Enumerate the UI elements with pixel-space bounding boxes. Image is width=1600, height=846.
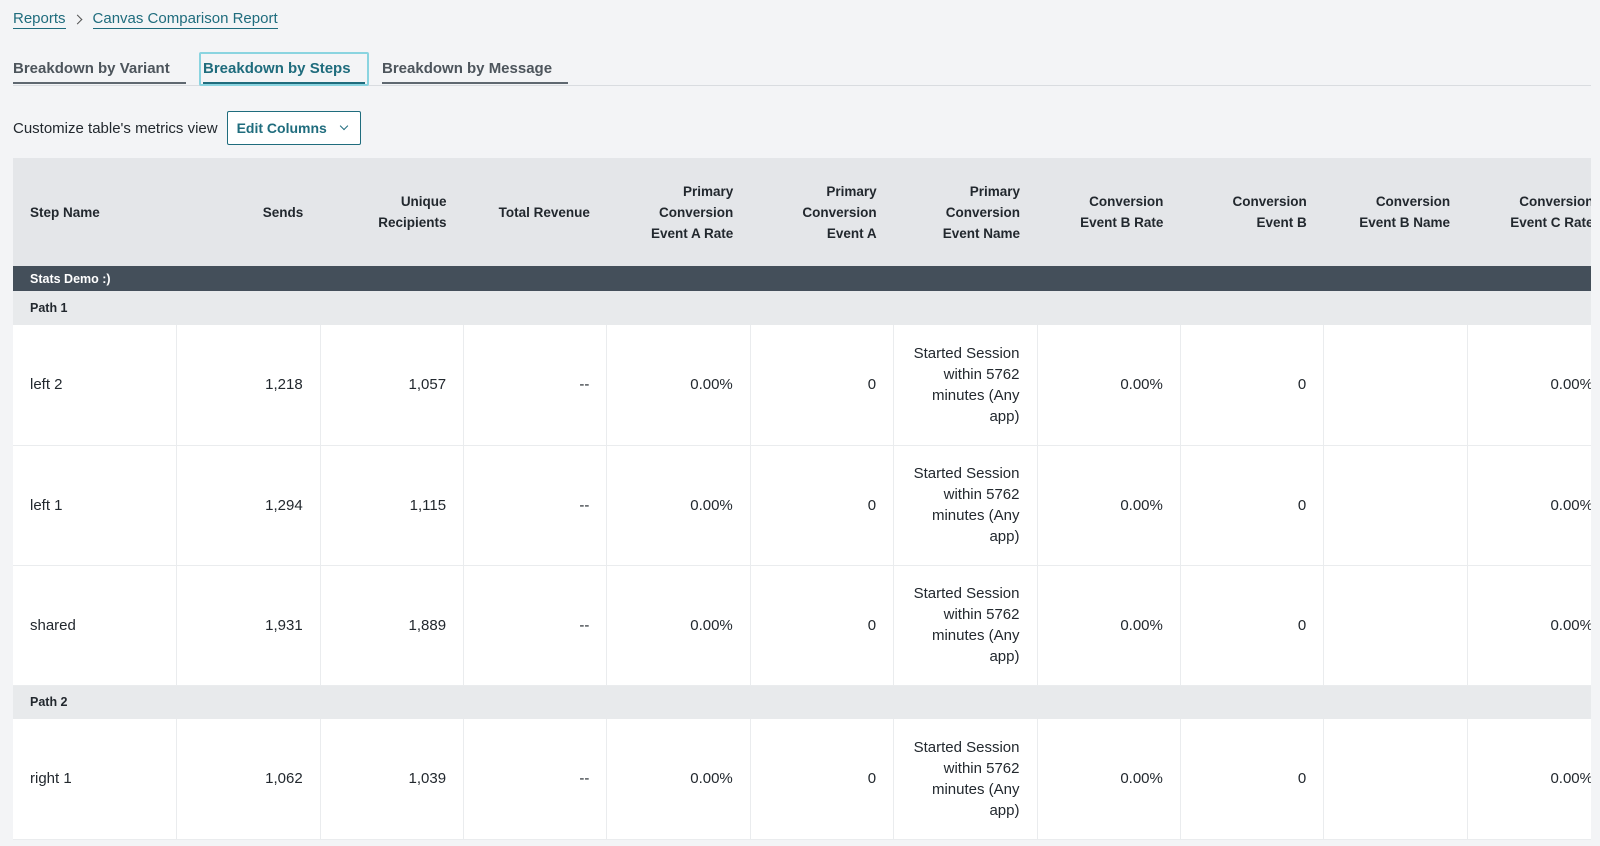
breadcrumb-reports-link[interactable]: Reports [13, 10, 66, 29]
table-cell: 1,889 [320, 565, 465, 686]
table-cell: Started Session within 5762 minutes (Any… [893, 565, 1038, 686]
table-cell: 1,931 [176, 565, 321, 686]
table-cell: Started Session within 5762 minutes (Any… [893, 325, 1038, 446]
table-cell: -- [463, 719, 608, 840]
column-header-total-revenue[interactable]: Total Revenue [463, 158, 607, 266]
table-cell: 1,039 [320, 719, 465, 840]
canvas-group-row: Stats Demo :) [13, 266, 1591, 291]
path-label: Path 2 [13, 685, 1591, 719]
table-row[interactable]: left 2 1,218 1,057 -- 0.00% 0 Started Session … [13, 325, 1591, 446]
table-cell: 1,218 [176, 325, 321, 446]
tab-breakdown-by-steps[interactable]: Breakdown by Steps [199, 52, 369, 86]
edit-columns-label: Edit Columns [236, 120, 327, 136]
chevron-right-icon [72, 14, 82, 25]
tab-breakdown-by-message[interactable]: Breakdown by Message [382, 52, 568, 86]
table-cell: 0.00% [606, 565, 751, 686]
table-cell: 1,062 [176, 719, 321, 840]
column-header-primary-conversion-name[interactable]: Primary Conversion Event Name [893, 158, 1037, 266]
column-header-sends[interactable]: Sends [176, 158, 321, 266]
table-header-row: Step Name Sends Unique Recipients Total … [13, 158, 1591, 266]
table-cell: -- [463, 445, 608, 566]
table-cell: 1,115 [320, 445, 465, 566]
table-cell: 0.00% [1467, 325, 1591, 446]
table-cell: 0.00% [1037, 719, 1181, 840]
table-row[interactable]: left 1 1,294 1,115 -- 0.00% 0 Started Session … [13, 445, 1591, 566]
tab-underline [13, 82, 186, 84]
table-cell: Started Session within 5762 minutes (Any… [893, 445, 1038, 566]
table-cell: 0.00% [606, 719, 751, 840]
customize-metrics-row: Customize table's metrics view Edit Colu… [13, 111, 361, 145]
table-cell: 1,057 [320, 325, 465, 446]
table-cell: left 2 [13, 325, 178, 446]
table-row[interactable]: right 1 1,062 1,039 -- 0.00% 0 Started Session… [13, 719, 1591, 840]
table-cell [1323, 325, 1468, 446]
table-cell: 0.00% [1467, 445, 1591, 566]
tab-underline [382, 82, 568, 84]
table-cell: 0 [750, 719, 895, 840]
table-cell: left 1 [13, 445, 178, 566]
column-header-unique-recipients[interactable]: Unique Recipients [320, 158, 464, 266]
edit-columns-button[interactable]: Edit Columns [226, 111, 361, 145]
table-cell: 1,294 [176, 445, 321, 566]
breadcrumb: Reports Canvas Comparison Report [13, 10, 278, 29]
tab-breakdown-by-variant[interactable]: Breakdown by Variant [13, 52, 186, 86]
column-header-conversion-b-name[interactable]: Conversion Event B Name [1323, 158, 1468, 266]
table-cell: Started Session within 5762 minutes (Any… [893, 719, 1038, 840]
table-cell: 0.00% [1467, 565, 1591, 686]
path-group-row: Path 2 [13, 685, 1591, 719]
table-cell [1323, 719, 1468, 840]
breadcrumb-current-link[interactable]: Canvas Comparison Report [92, 10, 278, 29]
table-row[interactable]: shared 1,931 1,889 -- 0.00% 0 Started Session … [13, 565, 1591, 686]
table-cell [1323, 445, 1468, 566]
table-cell [1323, 565, 1468, 686]
table-cell: 0 [1180, 325, 1325, 446]
table-cell: 0.00% [606, 325, 751, 446]
tab-label: Breakdown by Variant [13, 60, 170, 77]
column-header-step-name[interactable]: Step Name [13, 158, 177, 266]
table-cell: 0.00% [1037, 325, 1181, 446]
table-cell: -- [463, 325, 608, 446]
column-header-conversion-b-rate[interactable]: Conversion Event B Rate [1037, 158, 1181, 266]
column-header-primary-conversion-a[interactable]: Primary Conversion Event A [750, 158, 894, 266]
customize-label: Customize table's metrics view [13, 119, 218, 137]
steps-table: Step Name Sends Unique Recipients Total … [13, 158, 1591, 840]
tab-label: Breakdown by Steps [203, 60, 351, 77]
column-header-primary-conversion-a-rate[interactable]: Primary Conversion Event A Rate [606, 158, 751, 266]
column-header-conversion-b[interactable]: Conversion Event B [1180, 158, 1324, 266]
column-header-conversion-c-rate[interactable]: Conversion Event C Rate [1467, 158, 1591, 266]
table-cell: 0.00% [1467, 719, 1591, 840]
table-cell: 0 [1180, 565, 1325, 686]
path-group-row: Path 1 [13, 291, 1591, 325]
tab-bar: Breakdown by Variant Breakdown by Steps … [13, 52, 1591, 86]
tab-label: Breakdown by Message [382, 60, 553, 77]
table-cell: -- [463, 565, 608, 686]
table-cell: 0 [1180, 719, 1325, 840]
path-label: Path 1 [13, 291, 1591, 325]
table-cell: right 1 [13, 719, 178, 840]
chevron-down-icon [339, 121, 349, 131]
table-cell: 0 [750, 445, 895, 566]
canvas-group-label: Stats Demo :) [13, 266, 1591, 291]
table-cell: 0.00% [606, 445, 751, 566]
steps-table-container[interactable]: Step Name Sends Unique Recipients Total … [13, 158, 1591, 846]
table-cell: 0 [1180, 445, 1325, 566]
table-cell: 0.00% [1037, 565, 1181, 686]
table-cell: 0 [750, 565, 895, 686]
table-cell: 0 [750, 325, 895, 446]
table-cell: shared [13, 565, 178, 686]
tab-underline [203, 82, 365, 84]
table-cell: 0.00% [1037, 445, 1181, 566]
